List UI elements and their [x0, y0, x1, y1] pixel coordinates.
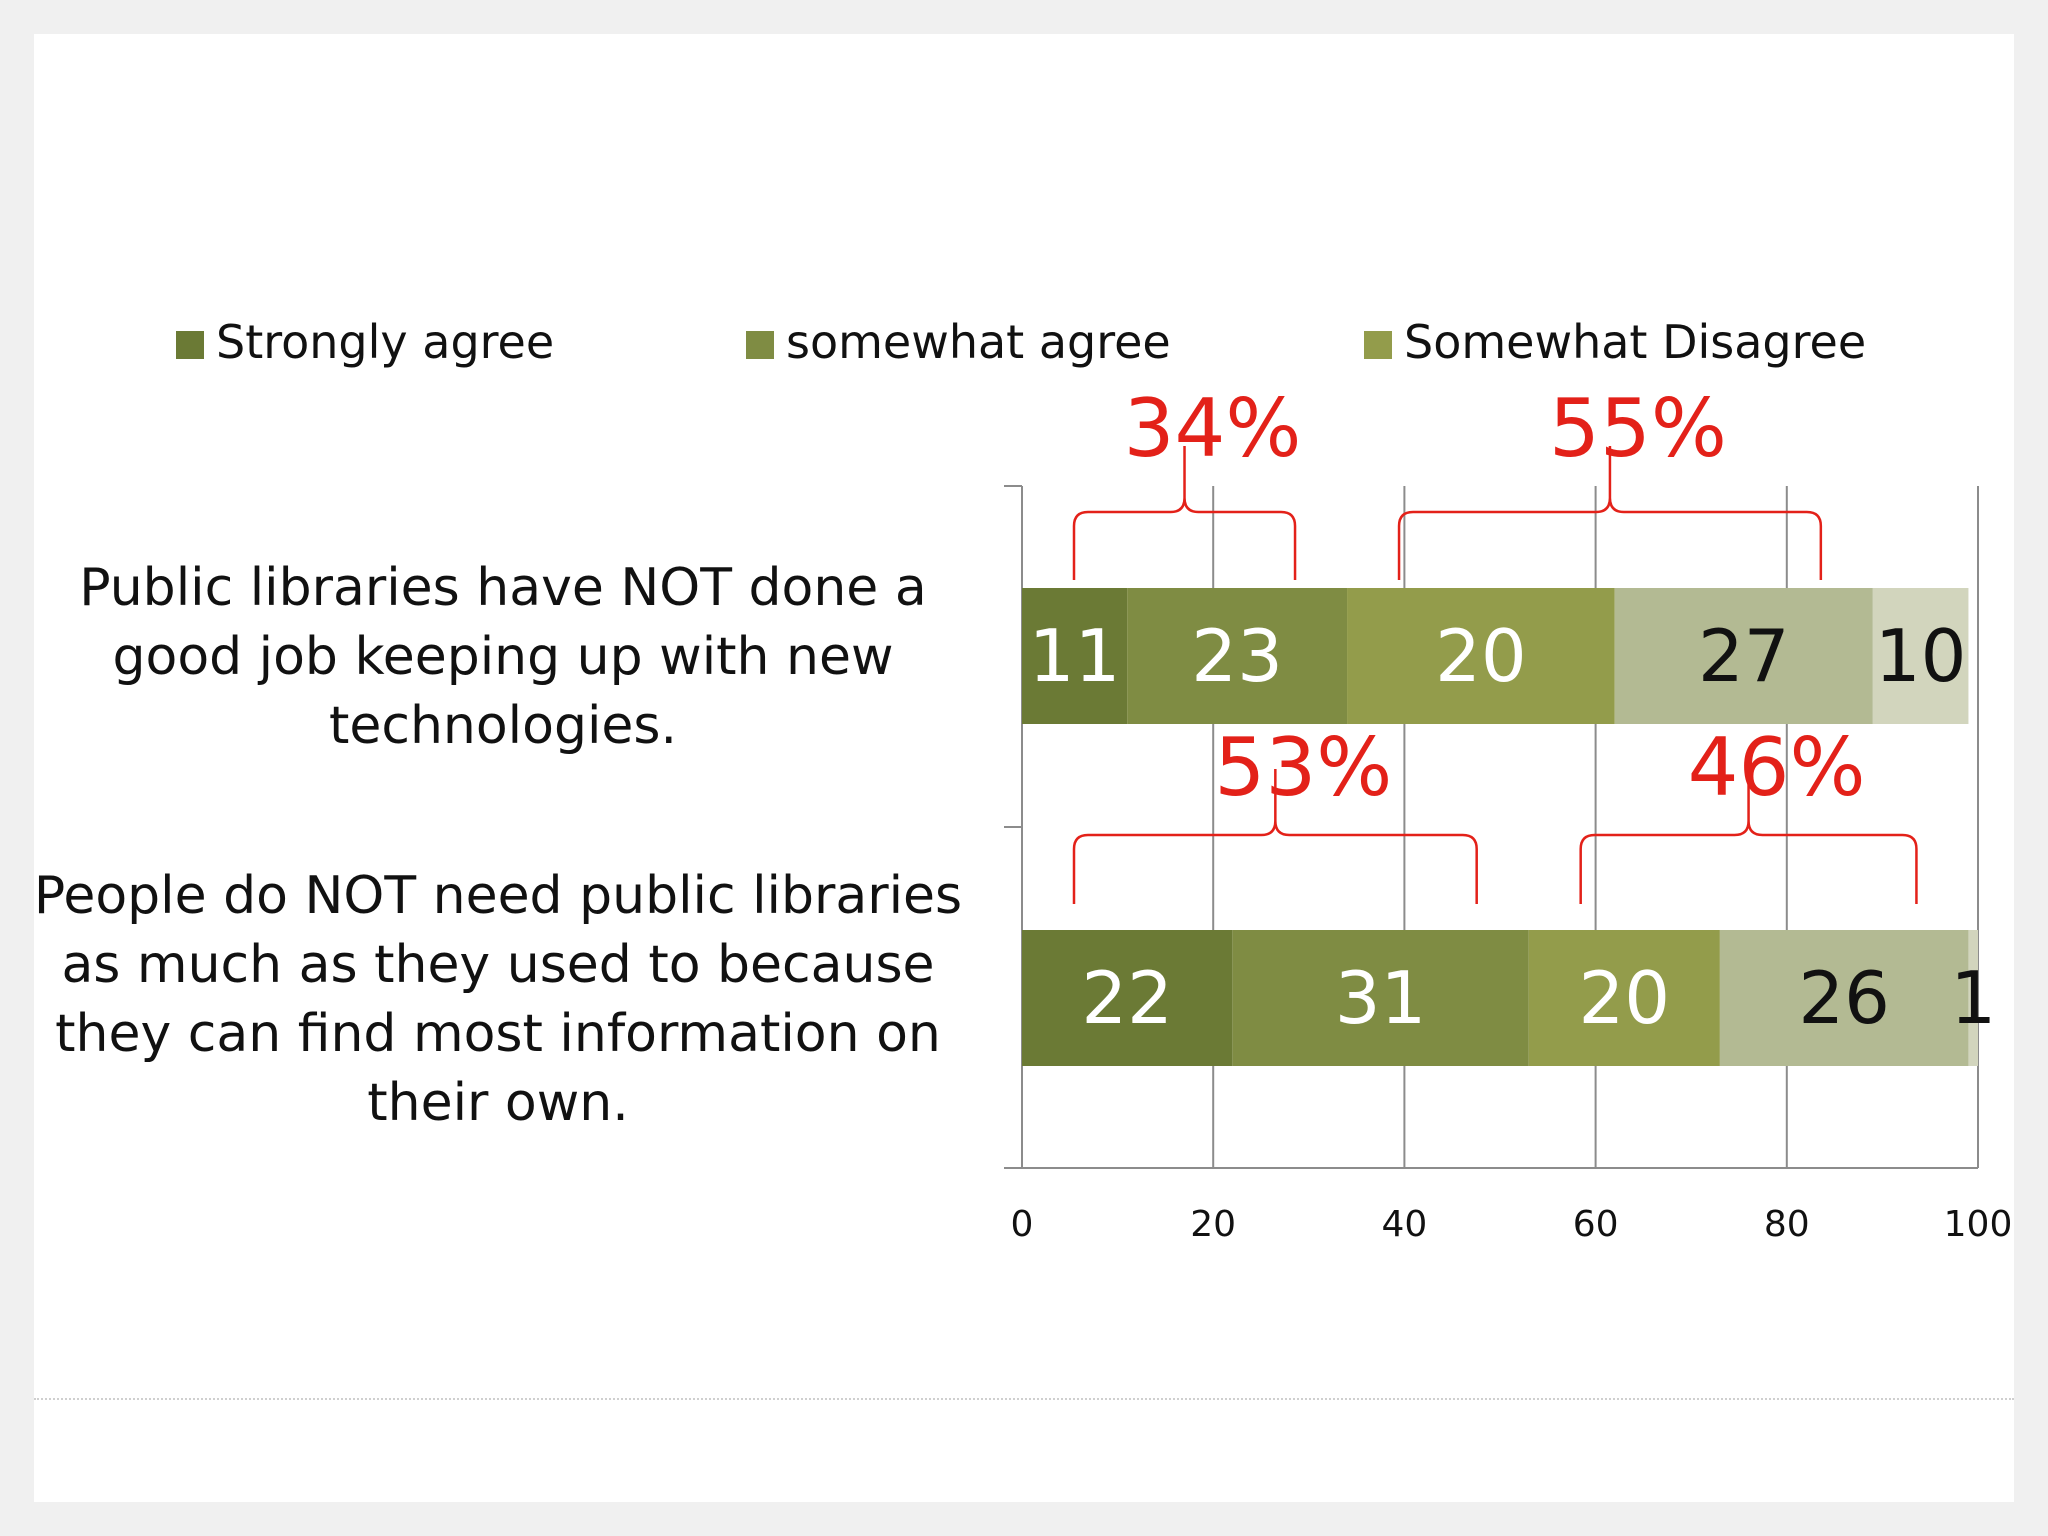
annotation-brace-2 — [1072, 769, 1478, 904]
data-label-c0-s1: 23 — [1191, 614, 1283, 698]
bar-segment-c1-s1 — [1232, 930, 1529, 1066]
data-label-c0-s2: 20 — [1435, 614, 1527, 698]
legend-swatch-0 — [176, 331, 204, 359]
category-label-technologies: Public libraries have NOT done a good jo… — [79, 558, 927, 756]
legend-label-2: Somewhat Disagree — [1404, 315, 1866, 369]
bar-segment-c1-s3 — [1719, 930, 1969, 1066]
data-label-c1-s1: 31 — [1335, 956, 1427, 1040]
annotation-label-0: 34% — [1124, 382, 1302, 475]
bar-segment-c0-s4 — [1872, 588, 1969, 724]
bar-segment-c0-s3 — [1614, 588, 1873, 724]
legend-label-1: somewhat agree — [786, 315, 1171, 369]
x-tick-label-0: 0 — [1011, 1204, 1034, 1245]
bar-segment-c1-s0 — [1022, 930, 1233, 1066]
bar-segment-c0-s1 — [1127, 588, 1348, 724]
annotation-brace-1 — [1397, 446, 1823, 580]
x-tick-label-40: 40 — [1381, 1204, 1427, 1245]
bar-segment-c1-s4 — [1968, 930, 1978, 1066]
data-label-c1-s3: 26 — [1798, 956, 1890, 1040]
data-label-c1-s0: 22 — [1081, 956, 1173, 1040]
legend-swatch-1 — [746, 331, 774, 359]
data-label-c1-s2: 20 — [1578, 956, 1670, 1040]
legend-swatch-2 — [1364, 331, 1392, 359]
footer-divider — [34, 1398, 2014, 1400]
data-label-c0-s3: 27 — [1698, 614, 1790, 698]
bar-segment-c0-s2 — [1347, 588, 1615, 724]
x-tick-label-20: 20 — [1190, 1204, 1236, 1245]
annotation-brace-3 — [1579, 769, 1918, 904]
data-label-c0-s4: 10 — [1875, 614, 1967, 698]
slide — [34, 34, 2014, 1502]
data-label-c0-s0: 11 — [1029, 614, 1121, 698]
annotation-label-3: 46% — [1688, 721, 1866, 814]
annotation-label-2: 53% — [1214, 721, 1392, 814]
bar-segment-c0-s0 — [1022, 588, 1128, 724]
annotation-brace-0 — [1072, 446, 1297, 580]
x-tick-label-80: 80 — [1764, 1204, 1810, 1245]
legend-label-0: Strongly agree — [216, 315, 554, 369]
bar-segment-c1-s2 — [1528, 930, 1720, 1066]
x-tick-label-100: 100 — [1944, 1204, 2013, 1245]
annotation-label-1: 55% — [1549, 382, 1727, 475]
x-tick-label-60: 60 — [1573, 1204, 1619, 1245]
data-label-c1-s4: 1 — [1950, 956, 1996, 1040]
category-label-information: People do NOT need public libraries as m… — [33, 866, 963, 1133]
